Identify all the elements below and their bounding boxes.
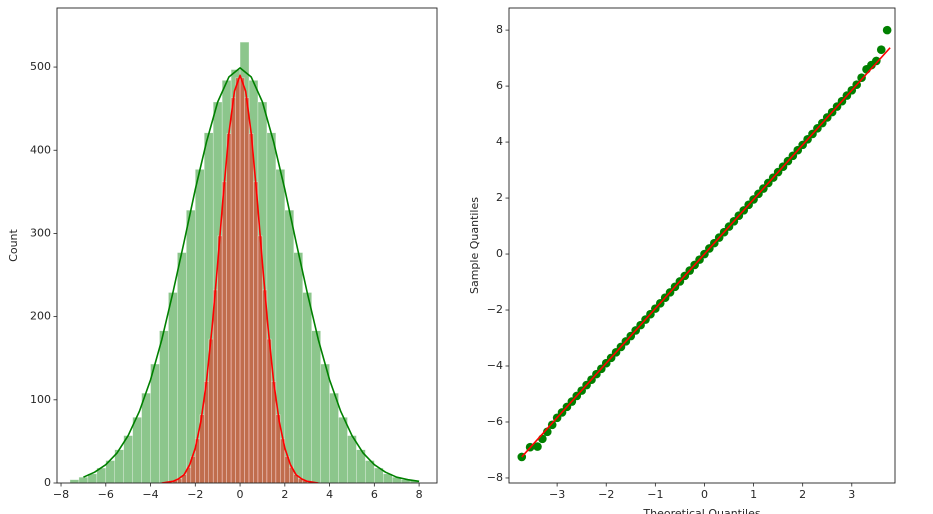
x-tick-label: 1 (750, 488, 757, 501)
x-tick-label: 3 (848, 488, 855, 501)
hist-bar (302, 292, 312, 483)
x-tick-label: −4 (142, 488, 158, 501)
reference-line (521, 47, 891, 458)
y-tick-label: 6 (496, 79, 503, 92)
y-tick-label: 500 (30, 60, 51, 73)
hist-bar (257, 235, 263, 483)
hist-bar (78, 476, 89, 483)
hist-bar (248, 133, 254, 483)
qq-point (538, 434, 547, 444)
x-tick-label: −6 (98, 488, 114, 501)
kde-line (161, 74, 319, 483)
x-tick-label: 2 (281, 488, 288, 501)
hist-bar (150, 363, 160, 483)
y-tick-label: −6 (487, 415, 503, 428)
hist-bar (168, 292, 178, 483)
hist-bar (217, 235, 223, 483)
hist-bar (338, 417, 348, 483)
qq-point (857, 73, 866, 82)
hist-bar (123, 435, 133, 483)
hist-bar (141, 392, 151, 483)
y-tick-label: 8 (496, 23, 503, 36)
axes: −3 −2 −1 0 1 2 3 −8 −6 −4 −2 0 2 4 6 8 Sample Quantiles T… (468, 7, 896, 514)
axes-frame (508, 7, 896, 484)
hist-bar (186, 209, 196, 483)
plot-area (517, 25, 892, 462)
y-tick-label: −4 (487, 359, 503, 372)
y-tick-label: 100 (30, 393, 51, 406)
y-axis-label: Count (7, 228, 20, 261)
hist-bar (262, 289, 268, 483)
hist-bar (320, 363, 330, 483)
y-tick-label: 400 (30, 143, 51, 156)
x-tick-label: 0 (237, 488, 244, 501)
y-tick-label: 2 (496, 191, 503, 204)
qq-point (882, 25, 892, 35)
hist-bar (226, 133, 232, 483)
y-tick-label: 300 (30, 226, 51, 239)
y-tick-label: 0 (44, 476, 51, 489)
y-tick-label: 0 (496, 247, 503, 260)
hist-bar (132, 417, 142, 483)
y-tick-label: 200 (30, 310, 51, 323)
x-tick-label: −2 (187, 488, 203, 501)
hist-bar (212, 289, 218, 483)
x-tick-label: −2 (598, 488, 614, 501)
y-tick-label: 4 (496, 135, 503, 148)
qq-point (543, 427, 552, 437)
hist-bar (253, 181, 259, 483)
x-tick-label: −1 (647, 488, 663, 501)
hist-bar (239, 77, 245, 483)
x-tick-label: 0 (701, 488, 708, 501)
hist-bar (235, 77, 241, 483)
hist-bar (293, 252, 303, 483)
x-tick-label: 2 (799, 488, 806, 501)
x-tick-label: 8 (416, 488, 423, 501)
axes-frame (56, 7, 438, 484)
hist-bar (347, 435, 357, 483)
hist-bar (221, 181, 227, 483)
hist-bar (177, 252, 187, 483)
plot-area (69, 41, 420, 483)
x-tick-label: 6 (371, 488, 378, 501)
x-axis-label: Theoretical Quantiles (642, 507, 760, 514)
hist-bar (284, 209, 295, 483)
kde-line (83, 67, 420, 483)
hist-bar (311, 330, 321, 483)
x-tick-label: −3 (549, 488, 565, 501)
axes: −8 −6 −4 −2 0 2 4 6 8 0 100 200 300 400 500 Count (7, 7, 438, 501)
x-tick-label: −8 (53, 488, 69, 501)
hist-bar (159, 330, 169, 483)
hist-bar (230, 97, 236, 483)
y-tick-label: −8 (487, 471, 503, 484)
hist-bar (244, 97, 250, 483)
qq-point (872, 56, 881, 66)
y-tick-label: −2 (487, 303, 503, 316)
hist-bar (69, 479, 80, 483)
y-axis-label: Sample Quantiles (468, 197, 481, 294)
qq-point (533, 442, 542, 451)
hist-bar (329, 392, 339, 483)
qq-point (547, 420, 557, 430)
x-tick-label: 4 (326, 488, 333, 501)
qq-point (876, 45, 886, 55)
